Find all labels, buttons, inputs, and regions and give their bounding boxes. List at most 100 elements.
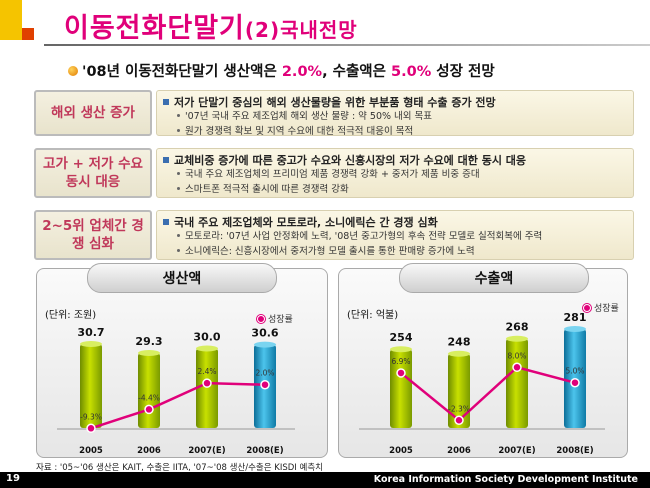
footer-bar (0, 472, 650, 488)
headline-middle: , 수출액은 (322, 64, 392, 80)
bar-value-label: 29.3 (135, 335, 162, 348)
growth-point (396, 368, 406, 378)
category-label: 2007(E) (188, 446, 225, 456)
title-sub: (2)국내전망 (244, 18, 358, 42)
growth-line (400, 365, 576, 422)
production-unit: (단위: 조원) (45, 310, 97, 321)
page-title: 이동전화단말기(2)국내전망 (64, 6, 358, 45)
bar-value-label: 30.6 (251, 327, 278, 340)
row-main-text: 국내 주요 제조업체와 모토로라, 소니에릭슨 간 경쟁 심화 (174, 216, 438, 229)
row-main: 저가 단말기 중심의 해외 생산물량을 위한 부분품 형태 수출 증가 전망 (163, 94, 627, 110)
production-chart-title: 생산액 (87, 263, 277, 293)
header-accent-block (0, 0, 22, 40)
growth-point (86, 423, 96, 434)
bar-top (390, 346, 412, 353)
row-label-competition: 2~5위 업체간 경쟁 심화 (34, 210, 152, 260)
dot-bullet-icon (177, 234, 180, 237)
bar-value-label: 254 (390, 331, 413, 344)
square-bullet-icon (163, 99, 169, 105)
bar-value-label: 248 (448, 336, 471, 349)
bar-value-label: 268 (506, 321, 529, 334)
bar-value-label: 30.0 (193, 330, 220, 343)
row-sub: 국내 주요 제조업체의 프리미엄 제품 경쟁력 강화 + 중저가 제품 비중 증… (177, 168, 627, 183)
bullet-icon (68, 66, 78, 76)
legend-text: 성장률 (268, 315, 293, 325)
category-label: 2006 (447, 446, 471, 456)
legend-text: 성장률 (594, 304, 619, 314)
production-legend: 성장률 (257, 312, 293, 325)
dot-bullet-icon (177, 186, 180, 190)
growth-point (570, 377, 580, 388)
category-label: 2006 (137, 446, 161, 456)
row-sub-text: 소니에릭슨: 신흥시장에서 중저가형 모델 출시를 통한 판매량 증가에 노력 (185, 245, 475, 257)
dot-bullet-icon (177, 114, 180, 117)
header-accent-square (22, 28, 34, 40)
production-chart-panel: 생산액 (단위: 조원) 성장률 30.7 2005 29.3 2006 30.0 200… (36, 263, 328, 458)
row-sub: 소니에릭슨: 신흥시장에서 중저가형 모델 출시를 통한 판매량 증가에 노력 (177, 245, 627, 260)
category-label: 2008(E) (246, 446, 283, 456)
export-chart: 254 2005 248 2006 268 2007(E) 281 2008(E) 6.9% -2… (359, 311, 605, 456)
row-main: 국내 주요 제조업체와 모토로라, 소니에릭슨 간 경쟁 심화 (163, 214, 627, 230)
category-label: 2007(E) (498, 446, 535, 456)
bar (390, 349, 412, 428)
dot-bullet-icon (177, 128, 180, 132)
bar-top (80, 341, 102, 347)
export-legend: 성장률 (583, 301, 619, 314)
row-main-text: 저가 단말기 중심의 해외 생산물량을 위한 부분품 형태 수출 증가 전망 (174, 96, 496, 109)
row-box-demand: 교체비중 증가에 따른 중고가 수요와 신흥시장의 저가 수요에 대한 동시 대… (156, 148, 634, 198)
dot-bullet-icon (177, 172, 180, 175)
row-label-text: 2~5위 업체간 경쟁 심화 (42, 217, 144, 252)
growth-point (144, 404, 154, 415)
row-sub: 원가 경쟁력 확보 및 지역 수요에 대한 적극적 대응이 목적 (177, 125, 627, 140)
bar (448, 353, 470, 428)
bar-value-label: 30.7 (77, 326, 104, 339)
headline-prefix: '08년 이동전화단말기 생산액은 (82, 64, 282, 80)
row-label-overseas: 해외 생산 증가 (34, 90, 152, 136)
source-note: 자료 : '05~'06 생산은 KAIT, 수출은 IITA, '07~'08… (36, 463, 323, 473)
bar (506, 338, 528, 428)
headline-suffix: 성장 전망 (431, 64, 495, 80)
page-number: 19 (6, 473, 20, 484)
legend-marker-icon (583, 303, 591, 312)
square-bullet-icon (163, 219, 169, 225)
row-sub-text: 원가 경쟁력 확보 및 지역 수요에 대한 적극적 대응이 목적 (185, 125, 414, 137)
title-main: 이동전화단말기 (64, 13, 245, 44)
growth-label: -2.3% (448, 404, 470, 413)
export-chart-title: 수출액 (399, 263, 589, 293)
production-title-text: 생산액 (162, 271, 202, 287)
row-label-demand: 고가 + 저가 수요 동시 대응 (34, 148, 152, 198)
row-sub-text: 스마트폰 적극적 출시에 따른 경쟁력 강화 (185, 183, 349, 195)
bar-top (138, 349, 160, 356)
row-sub-text: 국내 주요 제조업체의 프리미엄 제품 경쟁력 강화 + 중저가 제품 비중 증… (185, 169, 480, 180)
row-box-overseas: 저가 단말기 중심의 해외 생산물량을 위한 부분품 형태 수출 증가 전망 '… (156, 90, 634, 137)
legend-marker-icon (257, 314, 265, 323)
bar-top (196, 345, 218, 352)
growth-point (512, 362, 522, 373)
bar-top (506, 335, 528, 342)
export-title-text: 수출액 (474, 271, 514, 287)
growth-label: 6.9% (391, 357, 410, 366)
row-sub: 모토로라: '07년 사업 안정화에 노력, '08년 중고가형의 후속 전략 … (177, 230, 627, 245)
row-sub: '07년 국내 주요 제조업체 해외 생산 물량 : 약 50% 내외 목표 (177, 110, 627, 125)
growth-label: -9.3% (80, 412, 102, 421)
bar (138, 352, 160, 428)
headline: '08년 이동전화단말기 생산액은 2.0%, 수출액은 5.0% 성장 전망 (68, 60, 495, 81)
row-main: 교체비중 증가에 따른 중고가 수요와 신흥시장의 저가 수요에 대한 동시 대… (163, 152, 627, 168)
growth-point (454, 415, 464, 426)
bar-top (448, 350, 470, 357)
production-chart: 30.7 2005 29.3 2006 30.0 2007(E) 30.6 2008(E) -9… (57, 326, 295, 456)
square-bullet-icon (163, 157, 169, 163)
title-divider (44, 44, 650, 46)
growth-point (202, 378, 212, 388)
bar-top (564, 326, 586, 332)
row-main-text: 교체비중 증가에 따른 중고가 수요와 신흥시장의 저가 수요에 대한 동시 대… (174, 154, 527, 167)
row-box-competition: 국내 주요 제조업체와 모토로라, 소니에릭슨 간 경쟁 심화 모토로라: '0… (156, 210, 634, 260)
bar (196, 348, 218, 428)
row-sub: 스마트폰 적극적 출시에 따른 경쟁력 강화 (177, 183, 627, 198)
growth-label: -4.4% (138, 393, 160, 402)
headline-value2: 5.0% (391, 64, 432, 80)
organization-name: Korea Information Society Development In… (373, 474, 638, 485)
bar-top (254, 341, 276, 348)
category-label: 2005 (389, 446, 413, 456)
row-sub-text: '07년 국내 주요 제조업체 해외 생산 물량 : 약 50% 내외 목표 (185, 111, 433, 122)
